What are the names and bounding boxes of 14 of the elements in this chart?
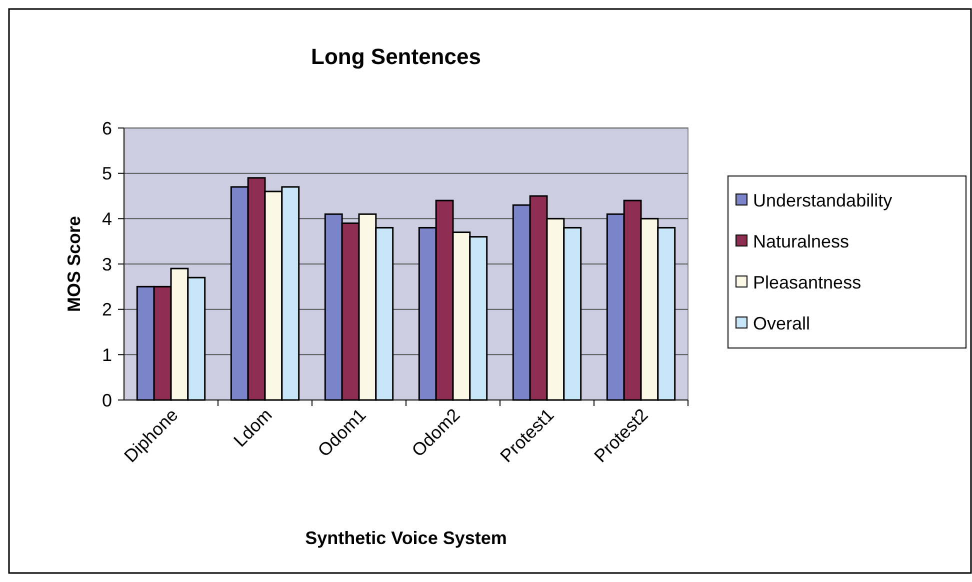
legend-label: Overall: [753, 313, 810, 334]
legend-label: Pleasantness: [753, 272, 862, 292]
y-tick-label: 6: [102, 118, 112, 138]
y-tick-label: 3: [102, 254, 112, 274]
legend-label: Naturalness: [753, 231, 850, 252]
chart-title: Long Sentences: [311, 44, 481, 69]
y-tick-label: 4: [102, 208, 112, 229]
legend-label: Understandability: [753, 190, 892, 210]
y-tick-label: 5: [102, 164, 112, 184]
x-axis-title: Synthetic Voice System: [305, 528, 507, 548]
y-tick-label: 2: [102, 300, 112, 320]
y-tick-label: 0: [102, 390, 112, 410]
y-tick-label: 1: [102, 344, 112, 365]
y-axis-title: MOS Score: [64, 216, 84, 312]
